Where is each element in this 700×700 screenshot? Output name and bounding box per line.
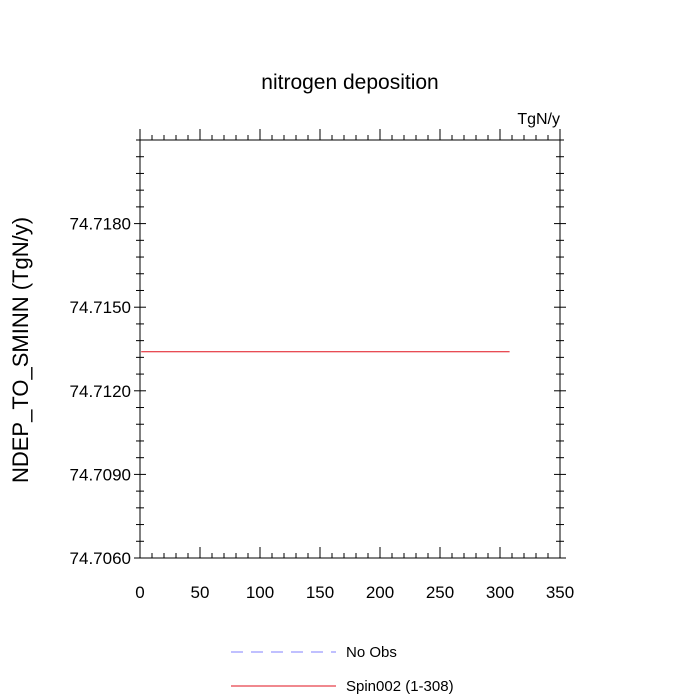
axis-tick-labels: 0 50 100 150 200 250 300 350 74.7060 74.7090 74.71… — [70, 215, 575, 602]
y-axis-label: NDEP_TO_SMINN (TgN/y) — [8, 217, 33, 483]
x-tick-label: 200 — [366, 583, 394, 602]
x-tick-label: 150 — [306, 583, 334, 602]
x-tick-label: 350 — [546, 583, 574, 602]
x-tick-label: 0 — [135, 583, 144, 602]
y-tick-label: 74.7150 — [70, 298, 131, 317]
y-tick-label: 74.7180 — [70, 215, 131, 234]
legend: No Obs Spin002 (1-308) — [231, 644, 454, 695]
y-tick-label: 74.7120 — [70, 382, 131, 401]
plot-frame — [139, 139, 561, 559]
x-tick-label: 100 — [246, 583, 274, 602]
y-tick-label: 74.7060 — [70, 549, 131, 568]
legend-label: Spin002 (1-308) — [346, 678, 454, 695]
legend-label: No Obs — [346, 644, 397, 661]
x-tick-label: 250 — [426, 583, 454, 602]
x-tick-label: 300 — [486, 583, 514, 602]
axis-ticks — [134, 129, 566, 559]
units-label: TgN/y — [517, 111, 560, 128]
chart-title: nitrogen deposition — [261, 71, 438, 94]
y-tick-label: 74.7090 — [70, 465, 131, 484]
x-tick-label: 50 — [191, 583, 210, 602]
